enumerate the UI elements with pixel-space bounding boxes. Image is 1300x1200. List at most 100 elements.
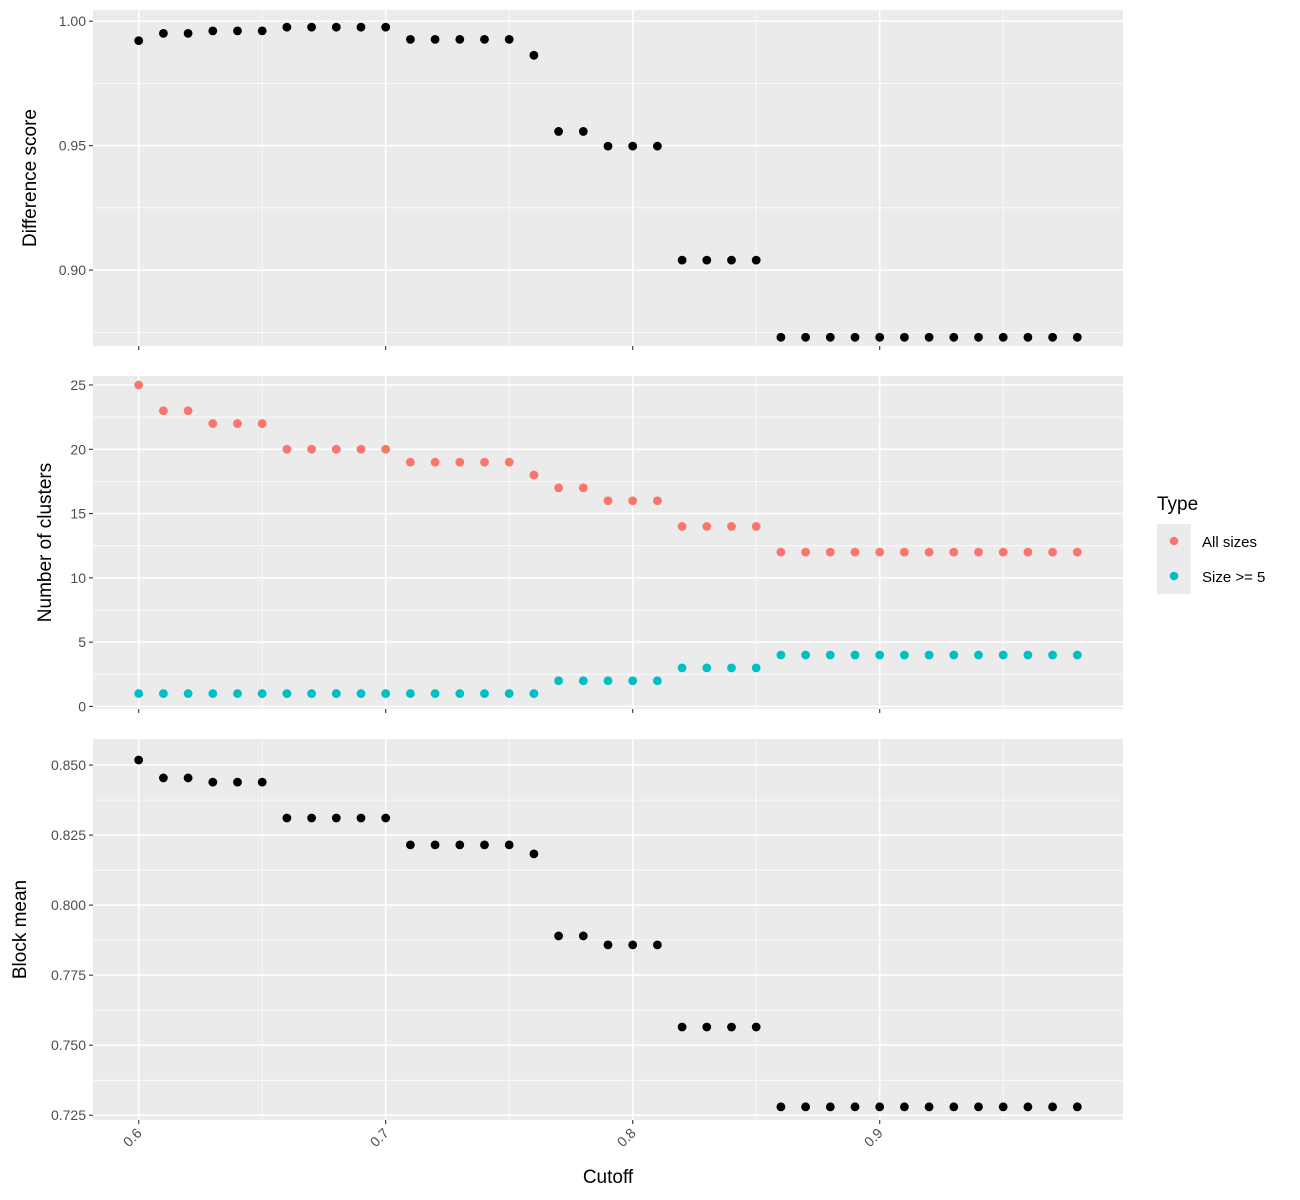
data-point xyxy=(998,332,1008,342)
data-point xyxy=(776,547,786,557)
data-point xyxy=(307,22,316,32)
legend-title: Type xyxy=(1157,494,1198,515)
data-point xyxy=(850,1102,860,1112)
y-tick-label: 0.750 xyxy=(51,1037,86,1053)
series-block-mean-0 xyxy=(134,755,1082,1112)
data-point xyxy=(875,650,885,660)
data-point xyxy=(875,1102,885,1112)
data-point xyxy=(1048,650,1058,660)
data-point xyxy=(900,547,909,557)
data-point xyxy=(430,34,440,44)
legend-label-all-sizes: All sizes xyxy=(1202,534,1257,551)
data-point xyxy=(924,547,934,557)
data-point xyxy=(331,689,341,698)
data-point xyxy=(1048,1102,1058,1112)
data-point xyxy=(183,689,193,698)
data-point xyxy=(331,22,341,32)
data-point xyxy=(158,28,168,38)
data-point xyxy=(825,1102,835,1112)
data-point xyxy=(875,547,885,557)
data-point xyxy=(974,650,983,660)
data-point xyxy=(974,332,983,342)
data-point xyxy=(529,50,539,60)
data-point xyxy=(504,457,514,467)
data-point xyxy=(331,813,341,823)
data-point xyxy=(1023,332,1033,342)
data-point xyxy=(751,663,761,673)
data-point xyxy=(455,457,465,467)
data-point xyxy=(949,1102,959,1112)
data-point xyxy=(307,444,316,454)
y-tick-label: 1.00 xyxy=(59,13,86,29)
data-point xyxy=(257,777,267,787)
data-point xyxy=(183,773,193,783)
panel-background xyxy=(93,10,1123,346)
data-point xyxy=(356,689,366,698)
data-point xyxy=(158,689,168,698)
data-point xyxy=(825,332,835,342)
x-axis-title: Cutoff xyxy=(583,1167,634,1188)
data-point xyxy=(677,1022,687,1032)
y-tick-label: 0 xyxy=(78,698,86,714)
legend: Type All sizes Size >= 5 xyxy=(1157,494,1265,594)
data-point xyxy=(257,26,267,36)
legend-label-size-5: Size >= 5 xyxy=(1202,569,1265,586)
data-point xyxy=(134,689,144,698)
data-point xyxy=(578,483,588,493)
data-point xyxy=(578,931,588,941)
y-axis-title-block-mean: Block mean xyxy=(10,880,31,979)
y-tick-label: 0.800 xyxy=(51,897,86,913)
y-axis-title-clusters: Number of clusters xyxy=(35,463,56,622)
data-point xyxy=(653,676,662,686)
panel-clusters: 0 5 10 15 20 25 Number of clusters xyxy=(35,376,1123,714)
panels-layer: 0.90 0.95 1.00 Difference score 0 5 10 15 20 25 Nu… xyxy=(10,10,1123,1124)
data-point xyxy=(208,689,218,698)
data-point xyxy=(430,457,440,467)
y-tick-label: 0.725 xyxy=(51,1107,86,1123)
data-point xyxy=(727,663,736,673)
y-tick-label: 10 xyxy=(70,570,86,586)
y-tick-label: 20 xyxy=(70,441,86,457)
data-point xyxy=(801,332,811,342)
series-clusters-0 xyxy=(134,380,1082,557)
y-axis-title-difference: Difference score xyxy=(20,109,41,247)
data-point xyxy=(628,676,638,686)
data-point xyxy=(850,547,860,557)
data-point xyxy=(158,406,168,416)
data-point xyxy=(1023,547,1033,557)
data-point xyxy=(208,26,218,36)
data-point xyxy=(628,496,638,506)
y-tick-label: 0.850 xyxy=(51,757,86,773)
legend-key-background xyxy=(1157,524,1191,594)
panel-background xyxy=(93,376,1123,709)
data-point xyxy=(504,34,514,44)
data-point xyxy=(554,676,563,686)
data-point xyxy=(381,22,391,32)
data-point xyxy=(504,840,514,850)
data-point xyxy=(998,547,1008,557)
data-point xyxy=(702,663,712,673)
data-point xyxy=(776,1102,786,1112)
data-point xyxy=(677,255,687,265)
data-point xyxy=(381,689,391,698)
data-point xyxy=(801,650,811,660)
x-tick-label: 0.7 xyxy=(367,1125,392,1150)
data-point xyxy=(307,689,316,698)
data-point xyxy=(751,1022,761,1032)
data-point xyxy=(949,332,959,342)
data-point xyxy=(282,689,292,698)
data-point xyxy=(282,813,292,823)
data-point xyxy=(776,332,786,342)
y-tick-label: 0.95 xyxy=(59,138,86,154)
data-point xyxy=(381,444,391,454)
data-point xyxy=(183,28,193,38)
data-point xyxy=(307,813,316,823)
data-point xyxy=(430,840,440,850)
data-point xyxy=(727,1022,736,1032)
x-tick-label: 0.6 xyxy=(120,1125,145,1150)
data-point xyxy=(998,1102,1008,1112)
data-point xyxy=(1023,650,1033,660)
data-point xyxy=(653,940,662,950)
data-point xyxy=(257,419,267,428)
data-point xyxy=(727,522,736,531)
